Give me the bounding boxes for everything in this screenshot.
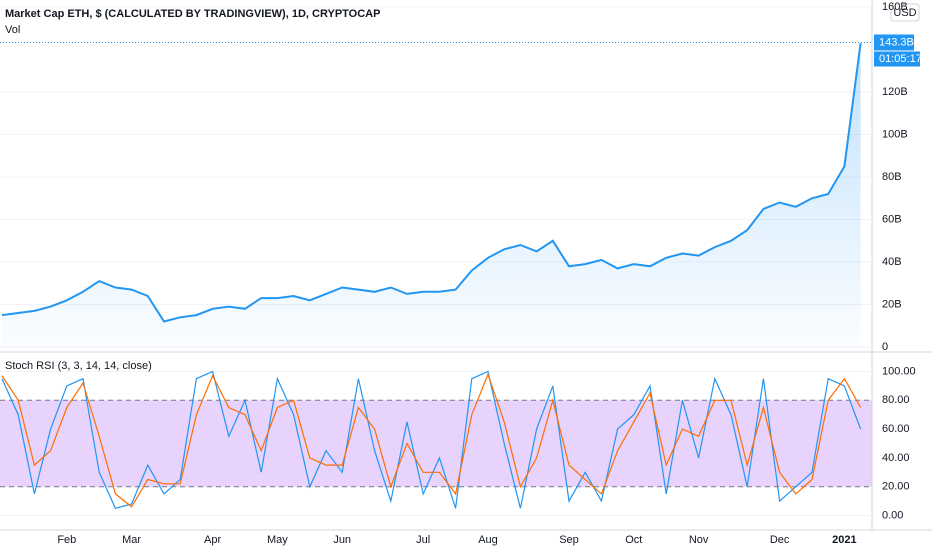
area-fill	[2, 43, 861, 347]
series-line	[1, 42, 862, 323]
y-tick-label: 120B	[882, 86, 908, 98]
x-tick-label: Sep	[559, 534, 579, 546]
indicator-title: Stoch RSI (3, 3, 14, 14, close)	[5, 360, 152, 372]
series-line	[1, 370, 862, 510]
x-tick-label: Nov	[689, 534, 709, 546]
x-tick-label: 2021	[832, 534, 856, 546]
y-tick-label: 20.00	[882, 481, 910, 493]
y-tick-label: 80.00	[882, 394, 910, 406]
x-tick-label: Oct	[625, 534, 642, 546]
countdown-tag	[874, 51, 920, 67]
currency[interactable]: USD	[893, 7, 916, 19]
series-line	[1, 372, 862, 508]
price-label: 143.3B	[879, 36, 914, 48]
y-tick-label: 100B	[882, 128, 908, 140]
countdown: 01:05:17	[879, 53, 922, 65]
x-tick-label: May	[267, 534, 288, 546]
y-tick-label: 0	[882, 341, 888, 353]
x-tick-label: Apr	[204, 534, 221, 546]
x-tick-label: Dec	[770, 534, 790, 546]
y-tick-label: 100.00	[882, 365, 916, 377]
y-tick-label: 40B	[882, 256, 902, 268]
y-tick-label: 0.00	[882, 509, 903, 521]
y-tick-label: 60B	[882, 213, 902, 225]
y-tick-label: 60.00	[882, 423, 910, 435]
y-tick-label: 40.00	[882, 452, 910, 464]
x-tick-label: Mar	[122, 534, 141, 546]
currency-button[interactable]	[890, 3, 920, 22]
y-tick-label: 20B	[882, 298, 902, 310]
x-tick-label: Aug	[478, 534, 498, 546]
y-tick-label: 80B	[882, 171, 902, 183]
volume-label: Vol	[5, 24, 20, 36]
x-tick-label: Jul	[416, 534, 430, 546]
price-tag	[874, 34, 914, 51]
x-tick-label: Jun	[333, 534, 351, 546]
x-tick-label: Feb	[57, 534, 76, 546]
chart-title: Market Cap ETH, $ (CALCULATED BY TRADING…	[5, 8, 380, 20]
y-tick-label: 160B	[882, 1, 908, 13]
